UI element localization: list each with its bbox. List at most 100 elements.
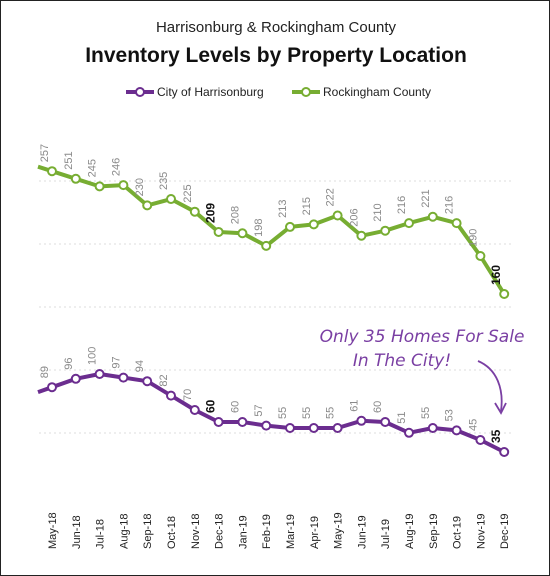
data-point-county (261, 240, 272, 251)
data-label-city: 35 (489, 429, 503, 443)
data-point-county (285, 221, 295, 232)
x-tick-label: Aug-19 (404, 514, 416, 549)
data-label-city: 57 (253, 404, 265, 416)
x-tick-label: Dec-19 (499, 514, 511, 549)
data-point-county (70, 173, 81, 184)
data-label-city: 55 (325, 407, 337, 419)
series-line-city (37, 372, 506, 454)
data-label-county: 160 (489, 265, 503, 285)
legend-marker-county (301, 87, 311, 97)
x-tick-label: Dec-18 (214, 514, 226, 549)
x-tick-label: Jan-19 (237, 515, 249, 549)
data-point-city (451, 425, 462, 436)
data-label-city: 82 (158, 374, 170, 386)
data-label-county: 190 (467, 229, 479, 247)
data-point-county (404, 218, 414, 229)
data-label-city: 51 (396, 412, 408, 424)
data-point-county (189, 206, 200, 217)
data-label-county: 257 (39, 144, 51, 162)
series-city: 89 96 100 97 94 82 70 60 60 57 55 55 55 61 60 51 55 53 45 3… (37, 347, 510, 457)
annotation: Only 35 Homes For Sale In The City! (320, 327, 524, 415)
data-label-city: 94 (134, 360, 146, 372)
x-tick-label: Jun-18 (71, 515, 83, 549)
data-label-county: 225 (182, 184, 194, 202)
data-label-city: 61 (348, 400, 360, 412)
data-point-city (237, 417, 248, 427)
data-point-city (285, 423, 295, 433)
legend-label-county: Rockingham County (323, 85, 431, 99)
series-line-county (37, 164, 506, 296)
data-label-city: 97 (110, 356, 122, 368)
data-label-county: 209 (204, 203, 218, 223)
data-label-city: 89 (39, 366, 51, 378)
x-tick-label: Oct-18 (166, 516, 178, 549)
data-point-city (332, 423, 343, 433)
data-label-county: 235 (158, 172, 170, 190)
legend-item-city: City of Harrisonburg (126, 85, 264, 99)
data-point-county (142, 200, 153, 211)
data-point-county (118, 180, 129, 191)
data-point-city (499, 447, 510, 457)
data-point-city (70, 373, 81, 384)
data-point-county (308, 219, 319, 230)
data-point-county (356, 230, 367, 241)
data-label-county: 221 (420, 189, 432, 207)
data-label-city: 55 (301, 407, 313, 419)
data-point-city (380, 417, 391, 427)
series-county: 257 251 245 246 230 235 225 209 208 198 213 215 222 2… (37, 144, 510, 299)
data-label-city: 100 (87, 347, 99, 365)
data-point-county (451, 218, 462, 229)
data-point-city (47, 382, 57, 393)
data-point-city (213, 417, 224, 427)
legend-marker-city (135, 87, 145, 97)
data-point-city (356, 415, 367, 426)
x-axis: May-18 Jun-18 Jul-18 Aug-18 Sep-18 Oct-18 Nov-… (47, 512, 511, 549)
data-point-county (380, 225, 391, 236)
chart-title: Inventory Levels by Property Location (85, 44, 467, 67)
x-tick-label: Mar-19 (285, 514, 297, 549)
data-point-county (499, 289, 510, 299)
data-label-county: 246 (110, 158, 122, 176)
data-label-county: 210 (372, 203, 384, 221)
data-point-county (332, 210, 343, 221)
data-label-city: 55 (277, 407, 289, 419)
x-tick-label: May-18 (47, 512, 59, 549)
data-point-county (475, 251, 486, 262)
data-label-city: 60 (372, 401, 384, 413)
x-tick-label: Aug-18 (118, 514, 130, 549)
x-tick-label: Jul-19 (380, 519, 392, 549)
legend: City of Harrisonburg Rockingham County (126, 85, 431, 99)
data-label-city: 55 (420, 407, 432, 419)
x-tick-label: Sep-18 (142, 514, 154, 549)
data-point-city (427, 423, 438, 433)
data-label-city: 53 (444, 409, 456, 421)
data-label-county: 213 (277, 200, 289, 218)
annotation-arrow (477, 360, 503, 412)
data-point-county (47, 166, 57, 177)
annotation-line-2: In The City! (353, 351, 451, 371)
data-label-county: 251 (63, 151, 75, 169)
data-label-city: 96 (63, 358, 75, 370)
gridlines (39, 180, 513, 434)
data-label-county: 216 (396, 196, 408, 214)
annotation-arrowhead-icon (494, 402, 507, 415)
data-label-county: 206 (348, 208, 360, 226)
data-point-county (237, 228, 248, 239)
data-point-city (308, 423, 319, 433)
data-label-county: 230 (134, 178, 146, 196)
x-tick-label: Nov-18 (190, 514, 202, 549)
data-point-city (475, 435, 486, 445)
data-point-county (166, 194, 176, 205)
chart-subtitle: Harrisonburg & Rockingham County (156, 19, 397, 36)
x-tick-label: Jul-18 (95, 519, 107, 549)
data-point-city (404, 427, 414, 438)
legend-label-city: City of Harrisonburg (157, 85, 264, 99)
data-point-county (213, 226, 224, 237)
x-tick-label: Sep-19 (428, 514, 440, 549)
data-point-city (142, 376, 153, 387)
x-tick-label: Apr-19 (309, 516, 321, 549)
data-point-city (166, 390, 176, 401)
data-label-city: 45 (467, 419, 479, 431)
data-label-city: 60 (229, 401, 241, 413)
